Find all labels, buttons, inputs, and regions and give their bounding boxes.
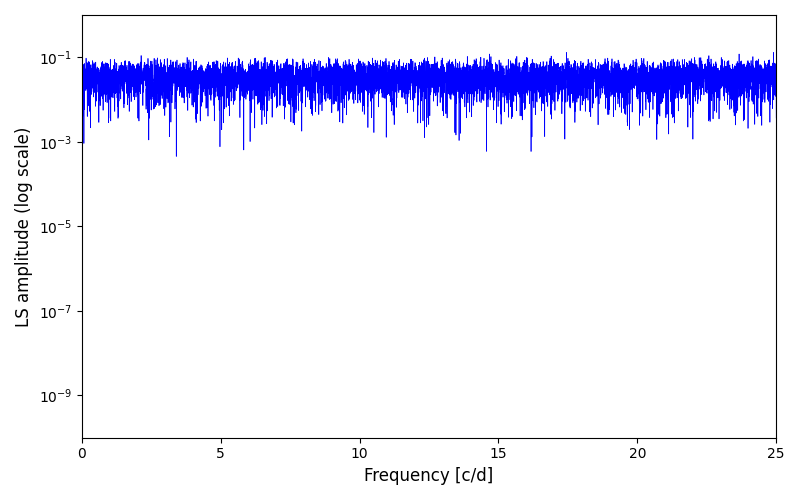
- Y-axis label: LS amplitude (log scale): LS amplitude (log scale): [15, 126, 33, 326]
- X-axis label: Frequency [c/d]: Frequency [c/d]: [364, 467, 494, 485]
